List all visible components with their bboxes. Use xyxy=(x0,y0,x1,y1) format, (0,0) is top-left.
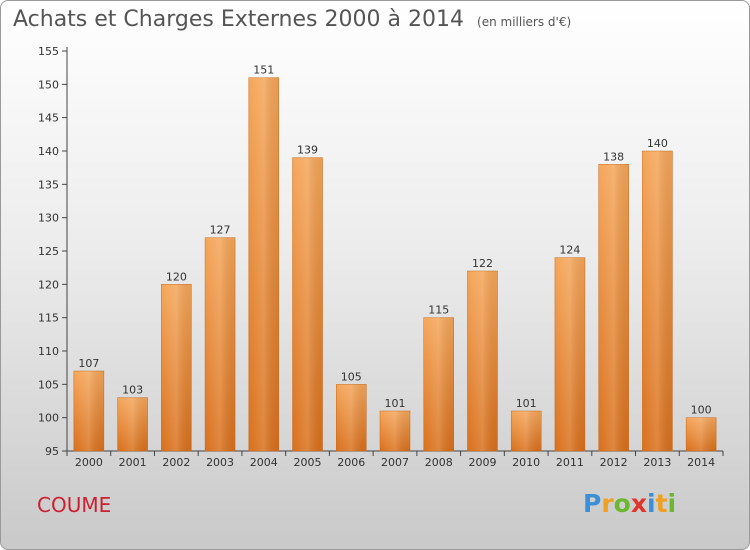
logo-letter: i xyxy=(667,489,677,518)
bar-shine xyxy=(205,237,236,451)
x-tick-label: 2009 xyxy=(468,456,496,469)
logo-letter: t xyxy=(655,489,668,518)
y-tick-label: 145 xyxy=(38,112,59,125)
bar-shine xyxy=(686,417,717,451)
x-tick-label: 2004 xyxy=(250,456,278,469)
x-tick-label: 2011 xyxy=(556,456,584,469)
y-tick-label: 150 xyxy=(38,78,59,91)
x-tick-label: 2010 xyxy=(512,456,540,469)
bar-value-label: 120 xyxy=(166,270,187,283)
bar-value-label: 107 xyxy=(78,357,99,370)
y-tick-label: 130 xyxy=(38,212,59,225)
commune-name: COUME xyxy=(37,493,112,517)
bar-value-label: 101 xyxy=(385,397,406,410)
y-tick-label: 115 xyxy=(38,312,59,325)
bar-shine xyxy=(554,257,585,451)
x-tick-label: 2008 xyxy=(425,456,453,469)
logo-letter: P xyxy=(583,489,602,518)
bar-value-label: 115 xyxy=(428,304,449,317)
logo-letter: x xyxy=(630,489,647,518)
bar-value-label: 139 xyxy=(297,144,318,157)
chart-subtitle: (en milliers d'€) xyxy=(477,15,572,29)
y-tick-label: 95 xyxy=(45,445,59,458)
bar-shine xyxy=(598,164,629,452)
logo-letter: i xyxy=(647,489,656,518)
y-tick-label: 135 xyxy=(38,178,59,191)
bar-value-label: 127 xyxy=(210,224,231,237)
bar-value-label: 103 xyxy=(122,384,143,397)
x-tick-label: 2001 xyxy=(119,456,147,469)
y-tick-label: 100 xyxy=(38,412,59,425)
bar-shine xyxy=(73,371,104,451)
x-tick-label: 2006 xyxy=(337,456,365,469)
bar-value-label: 138 xyxy=(603,150,624,163)
bar-value-label: 140 xyxy=(647,137,668,150)
bar-shine xyxy=(117,397,148,451)
y-tick-label: 155 xyxy=(38,45,59,58)
x-tick-label: 2014 xyxy=(687,456,715,469)
x-tick-label: 2013 xyxy=(643,456,671,469)
chart-title: Achats et Charges Externes 2000 à 2014 xyxy=(13,7,464,32)
bar-value-label: 122 xyxy=(472,257,493,270)
y-tick-label: 110 xyxy=(38,345,59,358)
labels: 95 100 105 110 115 120 125 130 135 140 145 150 155 20… xyxy=(38,45,715,469)
logo-letter: o xyxy=(613,489,631,518)
bar-shine xyxy=(642,151,673,451)
bar-value-label: 100 xyxy=(691,404,712,417)
y-tick-label: 140 xyxy=(38,145,59,158)
bar-shine xyxy=(423,317,454,451)
bar-shine xyxy=(161,284,192,451)
bar-shine xyxy=(380,411,410,451)
x-tick-label: 2000 xyxy=(75,456,103,469)
bar-shine xyxy=(248,77,279,452)
x-tick-label: 2002 xyxy=(162,456,190,469)
proxiti-logo: Proxiti xyxy=(583,489,676,518)
x-tick-label: 2007 xyxy=(381,456,409,469)
logo-letter: r xyxy=(601,489,614,518)
y-tick-label: 125 xyxy=(38,245,59,258)
bar-shine xyxy=(467,271,498,451)
bar-value-label: 151 xyxy=(253,64,274,77)
bars xyxy=(73,77,717,452)
title-row: Achats et Charges Externes 2000 à 2014 (… xyxy=(13,7,571,32)
x-tick-label: 2005 xyxy=(294,456,322,469)
x-tick-label: 2003 xyxy=(206,456,234,469)
bar-shine xyxy=(511,411,542,451)
y-tick-label: 105 xyxy=(38,378,59,391)
bar-shine xyxy=(336,384,367,451)
bar-shine xyxy=(292,157,323,451)
x-tick-label: 2012 xyxy=(600,456,628,469)
bar-value-label: 105 xyxy=(341,370,362,383)
bar-value-label: 124 xyxy=(559,244,580,257)
bar-value-label: 101 xyxy=(516,397,537,410)
y-tick-label: 120 xyxy=(38,278,59,291)
